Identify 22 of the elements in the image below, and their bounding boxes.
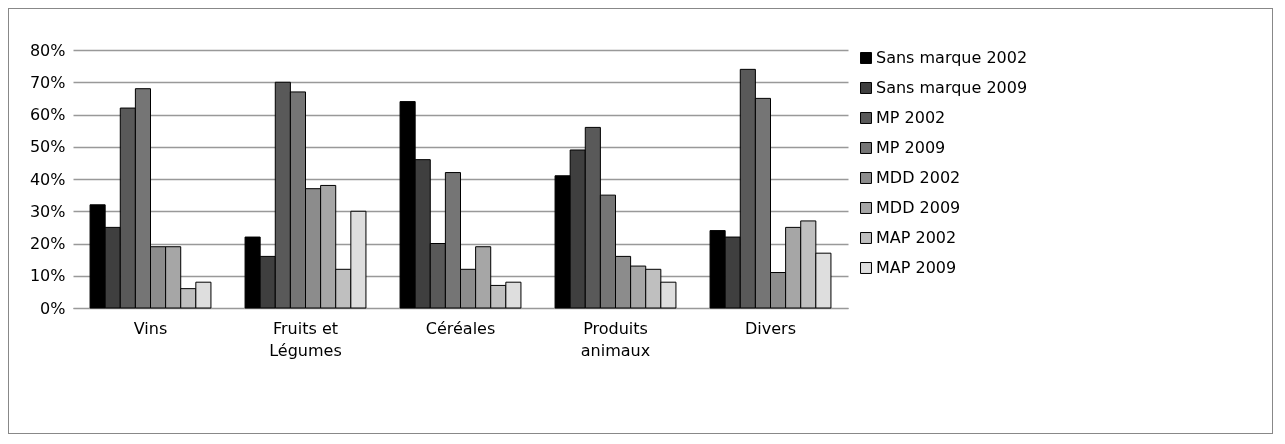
x-tick-label: Fruits et Légumes	[269, 318, 342, 360]
legend-label: Sans marque 2002	[876, 48, 1028, 67]
legend-label: MP 2002	[876, 108, 946, 127]
x-tick-label: Vins	[133, 318, 168, 338]
y-tick-label: 80%	[29, 40, 66, 60]
y-tick-label: 10%	[29, 266, 66, 286]
y-tick-label: 50%	[29, 137, 66, 157]
y-tick-label: 40%	[29, 169, 66, 189]
x-tick-label: Céréales	[425, 318, 496, 338]
y-tick-label: 20%	[29, 234, 66, 253]
legend-label: MAP 2002	[876, 228, 957, 247]
legend-label: MP 2009	[876, 138, 946, 157]
legend-label: Sans marque 2009	[876, 78, 1028, 97]
legend-label: MDD 2002	[876, 168, 961, 187]
y-tick-label: 0%	[40, 298, 66, 318]
x-tick-label: Divers	[745, 318, 796, 338]
y-tick-label: 60%	[29, 105, 66, 124]
y-tick-label: 30%	[29, 201, 66, 221]
x-tick-label: Produits animaux	[580, 318, 651, 360]
legend-label: MAP 2009	[876, 258, 957, 277]
y-tick-label: 70%	[29, 72, 66, 92]
legend-label: MDD 2009	[876, 198, 961, 217]
